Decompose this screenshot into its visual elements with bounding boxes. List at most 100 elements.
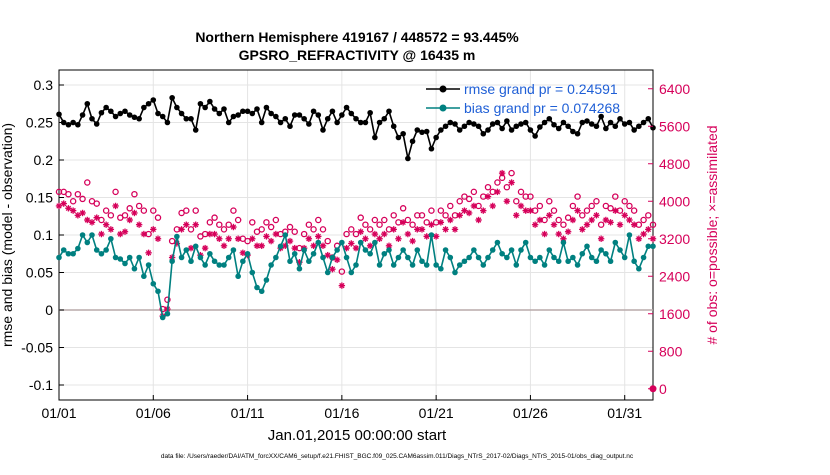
y-right-tick-label-1: 800	[659, 343, 683, 359]
rmse-point-87	[466, 119, 472, 126]
bias-point-64	[357, 239, 364, 246]
possible-point-96	[508, 169, 515, 177]
y-right-tick-label-4: 3200	[659, 231, 690, 247]
rmse-point-72	[395, 134, 402, 141]
assimilated-point-34	[216, 235, 223, 242]
bias-point-33	[211, 258, 218, 265]
assimilated-point-5	[79, 209, 86, 217]
assimilated-point-120	[621, 212, 628, 219]
bias-point-29	[192, 243, 199, 250]
assimilated-point-65	[362, 235, 369, 242]
assimilated-point-37	[230, 223, 237, 231]
rmse-point-41	[249, 110, 256, 117]
bias-point-112	[584, 243, 590, 250]
assimilated-point-29	[192, 221, 199, 228]
y-left-tick-label-0: -0.1	[29, 377, 53, 393]
rmse-point-112	[584, 118, 590, 124]
rmse-point-123	[636, 123, 642, 130]
assimilated-point-39	[239, 249, 247, 257]
rmse-point-115	[598, 113, 604, 120]
legend-bias-label: bias grand pr = 0.074268	[464, 100, 620, 116]
rmse-point-17	[136, 115, 142, 122]
rmse-point-125	[645, 115, 652, 122]
bias-point-56	[320, 254, 326, 261]
rmse-point-56	[320, 127, 326, 133]
possible-point-114	[593, 197, 600, 205]
assimilated-point-55	[315, 233, 322, 240]
bias-point-71	[390, 262, 397, 268]
assimilated-point-103	[541, 230, 548, 238]
assimilated-point-124	[640, 230, 647, 238]
bias-point-65	[362, 247, 369, 253]
assimilated-point-59	[333, 256, 341, 264]
assimilated-point-41	[249, 235, 256, 242]
rmse-point-45	[268, 110, 274, 117]
assimilated-point-69	[381, 230, 388, 238]
rmse-point-12	[112, 113, 119, 120]
bias-point-41	[249, 269, 256, 276]
rmse-point-6	[84, 100, 91, 107]
possible-point-41	[249, 219, 256, 226]
possible-point-83	[447, 202, 454, 210]
bias-point-99	[522, 239, 529, 246]
assimilated-point-86	[461, 207, 468, 214]
assimilated-point-35	[220, 242, 228, 249]
bias-point-24	[169, 258, 175, 265]
bias-point-74	[405, 254, 411, 261]
possible-point-3	[69, 197, 77, 205]
bias-point-67	[372, 239, 378, 246]
rmse-point-40	[244, 108, 251, 115]
assimilated-point-93	[494, 188, 501, 196]
assimilated-point-28	[187, 244, 195, 252]
bias-point-86	[461, 258, 468, 265]
bias-point-80	[433, 262, 439, 268]
rmse-point-39	[240, 108, 246, 115]
assimilated-point-89	[475, 216, 482, 224]
rmse-point-5	[79, 112, 86, 118]
bias-point-97	[513, 262, 520, 268]
rmse-point-92	[489, 121, 496, 127]
possible-point-66	[366, 226, 374, 233]
possible-point-121	[626, 202, 633, 210]
assimilated-point-82	[442, 226, 449, 233]
y-axis-left-label: rmse and bias (model - observation)	[0, 123, 15, 347]
possible-point-8	[93, 200, 100, 207]
possible-point-110	[574, 193, 581, 200]
assimilated-point-46	[272, 230, 280, 238]
bias-point-12	[112, 254, 119, 261]
bias-point-114	[593, 258, 600, 265]
assimilated-point-98	[517, 202, 525, 210]
possible-point-33	[211, 214, 218, 221]
possible-point-54	[310, 226, 317, 233]
assimilated-point-114	[593, 212, 600, 219]
rmse-point-11	[108, 108, 114, 115]
bias-point-107	[560, 239, 567, 246]
bias-point-50	[291, 250, 298, 257]
rmse-point-95	[504, 118, 510, 124]
rmse-point-52	[301, 115, 307, 122]
rmse-point-80	[433, 134, 439, 141]
rmse-point-25	[174, 104, 180, 111]
possible-point-98	[517, 188, 525, 196]
bias-point-47	[277, 243, 284, 250]
bias-point-78	[423, 262, 430, 268]
assimilated-point-100	[527, 207, 534, 214]
possible-point-50	[291, 228, 298, 235]
rmse-point-105	[551, 121, 557, 128]
bias-point-90	[480, 262, 487, 268]
assimilated-point-64	[357, 228, 364, 235]
rmse-point-107	[560, 119, 567, 126]
bias-point-17	[136, 254, 142, 261]
rmse-point-49	[287, 123, 293, 130]
rmse-point-9	[98, 109, 105, 116]
rmse-point-15	[126, 112, 133, 118]
assimilated-point-16	[131, 209, 138, 217]
rmse-point-51	[296, 112, 303, 118]
possible-point-120	[621, 197, 628, 205]
bias-point-46	[273, 254, 279, 261]
rmse-point-57	[324, 115, 331, 122]
rmse-point-75	[409, 138, 416, 145]
bias-point-45	[268, 262, 274, 268]
bias-point-26	[178, 254, 185, 261]
possible-point-61	[343, 230, 350, 238]
